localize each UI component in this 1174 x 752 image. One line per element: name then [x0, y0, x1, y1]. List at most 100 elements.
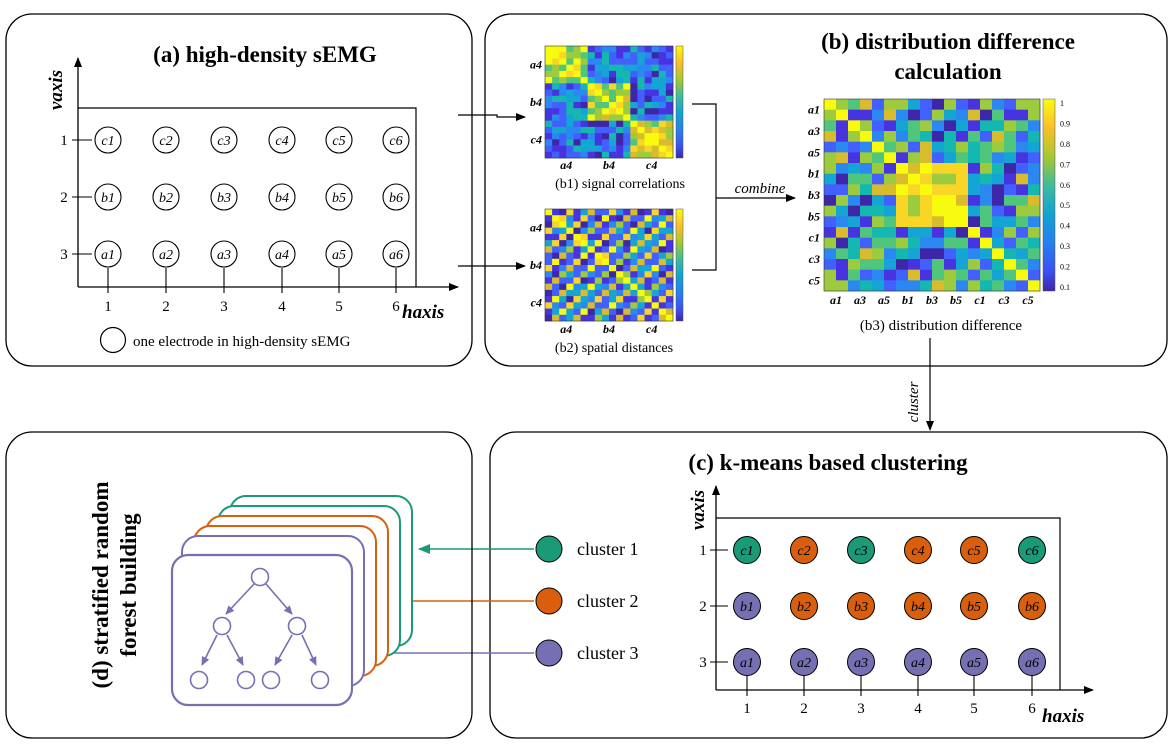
heatmap-cell — [630, 271, 638, 278]
heatmap-cell — [884, 269, 897, 281]
heatmap-cell — [630, 215, 638, 222]
heatmap-cell — [573, 314, 581, 322]
heatmap-cell — [573, 58, 581, 65]
heatmap-cell — [566, 102, 574, 109]
heatmap-cell — [587, 258, 596, 266]
heatmap-cell — [566, 151, 574, 159]
heatmap-cell — [609, 289, 617, 297]
heatmap-cell — [580, 233, 588, 241]
heatmap-cell — [637, 139, 645, 146]
heatmap-cell — [1028, 216, 1041, 228]
heatmap-cell — [545, 58, 553, 65]
heatmap-cell — [968, 280, 981, 292]
heatmap-cell — [665, 120, 674, 128]
heatmap-cell — [932, 173, 945, 185]
heatmap-cell — [616, 209, 624, 216]
heatmap-cell — [587, 240, 596, 247]
heatmap-cell — [860, 173, 873, 185]
heatmap-cell — [552, 265, 560, 272]
heatmap-cell — [630, 114, 638, 121]
heatmap-cell — [623, 95, 631, 103]
heatmap-cell — [609, 296, 617, 303]
heatmap-cell — [637, 108, 645, 115]
heatmap-cell — [651, 139, 660, 146]
heatmap-cell — [1004, 269, 1017, 281]
heatmap-cell — [616, 102, 624, 109]
heatmap-cell — [630, 145, 638, 153]
heatmap-cell — [623, 240, 631, 247]
heatmap-cell — [573, 252, 581, 260]
electrode-label-a5: a5 — [332, 248, 346, 263]
heatmap-cell — [637, 46, 645, 53]
heatmap-cell — [630, 126, 638, 134]
heatmap-cell — [616, 145, 624, 153]
heatmap-cell — [658, 77, 667, 84]
c-x-tick-label-1: 1 — [743, 701, 751, 717]
heatmap-cell — [824, 280, 837, 292]
heatmap-cell — [580, 209, 588, 216]
heatmap-cell — [545, 246, 553, 253]
heatmap-cell — [566, 52, 574, 59]
heatmap-cell — [1004, 109, 1017, 121]
heatmap-cell — [601, 151, 610, 159]
heatmap-cell — [658, 209, 667, 216]
electrode-label-a4: a4 — [275, 248, 289, 263]
heatmap-cell — [968, 237, 981, 249]
heatmap-cell — [559, 52, 567, 59]
heatmap-cell — [980, 184, 993, 196]
panel-a-frame — [5, 13, 473, 367]
heatmap-cell — [932, 280, 945, 292]
heatmap-cell — [559, 240, 567, 247]
heatmap-cell — [587, 227, 596, 235]
panel-a: (a) high-density sEMG vaxis haxis c1 c2 c3… — [5, 13, 473, 367]
clustered-electrode-label-a1: a1 — [740, 656, 754, 671]
heatmap-cell — [566, 120, 574, 128]
heatmap-cell — [594, 258, 603, 266]
heatmap-cell — [559, 133, 567, 140]
heatmap-cell — [566, 227, 574, 235]
heatmap-cell — [545, 126, 553, 134]
heatmap-cell — [932, 269, 945, 281]
heatmap-cell — [644, 308, 652, 316]
heatmap-cell — [908, 205, 921, 217]
heatmap-cell — [552, 139, 560, 146]
heatmap-cell — [956, 99, 969, 110]
heatmap-cell — [665, 126, 674, 134]
heatmap-cell — [860, 269, 873, 281]
heatmap-cell — [836, 120, 849, 132]
heatmap-cell — [665, 46, 674, 53]
heatmap-cell — [872, 152, 885, 164]
heatmap-cell — [908, 269, 921, 281]
heatmap-cell — [644, 215, 652, 222]
heatmap-cell — [848, 99, 861, 110]
heatmap-cell — [580, 108, 588, 115]
heatmap-cell — [872, 280, 885, 292]
heatmap-cell — [908, 173, 921, 185]
heatmap-cell — [616, 139, 624, 146]
heatmap-cell — [658, 240, 667, 247]
heatmap-cell — [896, 141, 909, 153]
heatmap-cell — [896, 227, 909, 238]
heatmap-cell — [944, 99, 957, 110]
heatmap-cell — [896, 216, 909, 228]
heatmap-cell — [651, 296, 660, 303]
heatmap-cell — [644, 271, 652, 278]
heatmap-cell — [920, 248, 933, 260]
heatmap-cell — [587, 151, 596, 159]
heatmap-cell — [623, 102, 631, 109]
heatmap-cell — [651, 227, 660, 235]
heatmap-cell — [552, 271, 560, 278]
heatmap-cell — [573, 139, 581, 146]
heatmap-cell — [872, 109, 885, 121]
c-y-tick-label-3: 3 — [699, 655, 707, 671]
heatmap-cell — [665, 283, 674, 291]
colorbar-tick-0.1: 0.1 — [1060, 283, 1070, 292]
heatmap-cell — [573, 95, 581, 103]
heatmap-cell — [651, 252, 660, 260]
heatmap-cell — [836, 195, 849, 206]
heatmap-cell — [616, 289, 624, 297]
heatmap-cell — [644, 145, 652, 153]
panel-b-frame — [484, 13, 1168, 367]
heatmap-cell — [644, 83, 652, 90]
